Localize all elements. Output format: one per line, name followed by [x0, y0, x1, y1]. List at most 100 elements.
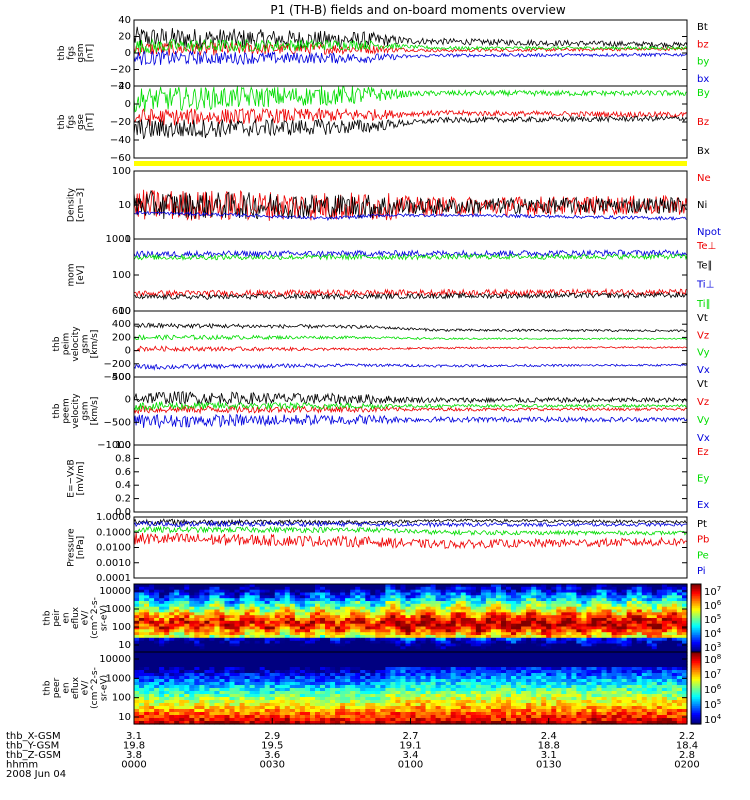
- spectrogram-cell: [465, 643, 472, 647]
- spectrogram-cell: [551, 589, 557, 594]
- spectrogram-cell: [395, 685, 401, 689]
- y-axis-label: thb peir en eflux eV/(cm^2-s-sr-eV): [43, 597, 110, 639]
- spectrogram-cell: [440, 609, 447, 613]
- spectrogram-cell: [299, 655, 306, 659]
- spectrogram-cell: [626, 623, 633, 628]
- spectrogram-cell: [450, 643, 457, 647]
- spectrogram-cell: [410, 718, 417, 722]
- spectrogram-cell: [169, 703, 175, 707]
- spectrogram-cell: [269, 589, 276, 594]
- spectrogram-cell: [299, 697, 306, 701]
- spectrogram-cell: [631, 623, 638, 628]
- spectrogram-cell: [214, 640, 220, 645]
- spectrogram-cell: [169, 664, 175, 668]
- spectrogram-cell: [164, 632, 170, 636]
- spectrogram-cell: [154, 626, 160, 630]
- spectrogram-cell: [375, 655, 381, 659]
- spectrogram-cell: [521, 584, 527, 588]
- spectrogram-cell: [229, 623, 236, 628]
- spectrogram-cell: [616, 615, 623, 619]
- spectrogram-cell: [541, 586, 547, 591]
- spectrogram-cell: [506, 603, 512, 608]
- spectrogram-cell: [380, 598, 386, 602]
- spectrogram-cell: [425, 598, 432, 602]
- spectrogram-cell: [445, 598, 452, 602]
- spectrogram-cell: [682, 598, 688, 602]
- spectrogram-cell: [214, 615, 220, 619]
- spectrogram-cell: [269, 715, 276, 719]
- spectrogram-cell: [299, 626, 306, 630]
- spectrogram-cell: [249, 646, 256, 650]
- spectrogram-cell: [169, 718, 175, 722]
- spectrogram-cell: [144, 584, 150, 588]
- spectrogram-cell: [279, 635, 286, 639]
- spectrogram-cell: [234, 637, 241, 642]
- spectrogram-cell: [315, 664, 321, 668]
- y-label-line: [nT]: [85, 44, 95, 62]
- spectrogram-cell: [521, 706, 527, 710]
- spectrogram-cell: [496, 612, 502, 616]
- spectrogram-cell: [616, 649, 623, 653]
- spectrogram-cell: [430, 592, 437, 596]
- spectrogram-cell: [360, 612, 366, 616]
- spectrogram-cell: [269, 598, 276, 602]
- spectrogram-cell: [229, 718, 236, 722]
- spectrogram-cell: [566, 658, 572, 662]
- spectrogram-cell: [470, 632, 477, 636]
- spectrogram-cell: [259, 694, 266, 698]
- spectrogram-cell: [164, 618, 170, 622]
- spectrogram-cell: [541, 667, 547, 671]
- spectrogram-cell: [440, 595, 447, 599]
- spectrogram-cell: [546, 609, 552, 613]
- spectrogram-cell: [154, 606, 160, 611]
- spectrogram-cell: [304, 609, 311, 613]
- spectrogram-cell: [350, 623, 356, 628]
- spectrogram-cell: [465, 670, 472, 674]
- spectrogram-cell: [189, 664, 195, 668]
- spectrogram-cell: [516, 632, 522, 636]
- spectrogram-cell: [229, 612, 236, 616]
- spectrogram-cell: [646, 623, 653, 628]
- spectrogram-cell: [541, 615, 547, 619]
- spectrogram-cell: [435, 612, 442, 616]
- spectrogram-cell: [551, 646, 557, 650]
- spectrogram-cell: [551, 618, 557, 622]
- spectrogram-cell: [496, 718, 502, 722]
- spectrogram-cell: [164, 670, 170, 674]
- spectrogram-cell: [269, 709, 276, 713]
- spectrogram-cell: [400, 612, 406, 616]
- spectrogram-cell: [445, 623, 452, 628]
- spectrogram-cell: [375, 673, 381, 677]
- spectrogram-cell: [149, 589, 155, 594]
- spectrogram-cell: [259, 649, 266, 653]
- spectrogram-cell: [651, 646, 658, 650]
- spectrogram-cell: [214, 609, 220, 613]
- spectrogram-cell: [450, 612, 457, 616]
- spectrogram-cell: [470, 700, 477, 704]
- spectrogram-cell: [259, 670, 266, 674]
- spectrogram-cell: [430, 661, 437, 665]
- spectrogram-cell: [365, 589, 371, 594]
- spectrogram-cell: [485, 586, 492, 591]
- spectrogram-cell: [415, 712, 422, 716]
- spectrogram-cell: [506, 715, 512, 719]
- spectrogram-cell: [410, 643, 417, 647]
- spectrogram-cell: [400, 706, 406, 710]
- spectrogram-cell: [485, 655, 492, 659]
- spectrogram-cell: [521, 700, 527, 704]
- spectrogram-cell: [385, 603, 391, 608]
- spectrogram-cell: [385, 632, 391, 636]
- spectrogram-cell: [450, 629, 457, 633]
- spectrogram-cell: [375, 652, 381, 656]
- spectrogram-cell: [304, 691, 311, 695]
- spectrogram-cell: [390, 667, 396, 671]
- spectrogram-cell: [405, 609, 412, 613]
- spectrogram-cell: [420, 640, 427, 645]
- spectrogram-cell: [425, 626, 432, 630]
- spectrogram-cell: [320, 655, 326, 659]
- spectrogram-cell: [154, 649, 160, 653]
- spectrogram-cell: [440, 615, 447, 619]
- spectrogram-cell: [345, 661, 351, 665]
- spectrogram-cell: [154, 598, 160, 602]
- spectrogram-cell: [536, 601, 542, 605]
